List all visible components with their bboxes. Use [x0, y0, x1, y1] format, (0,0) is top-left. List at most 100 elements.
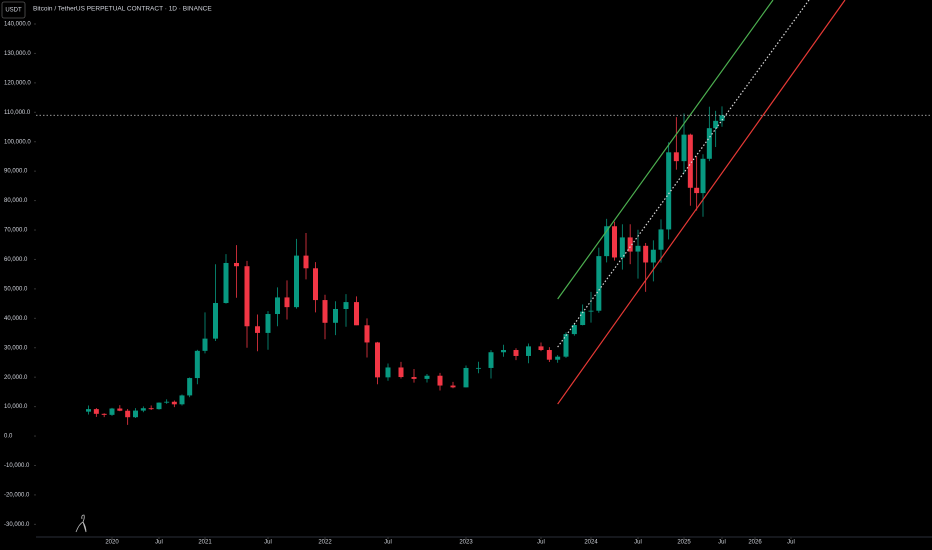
candle-body [171, 401, 177, 405]
channel-line [557, 0, 846, 405]
candle-body [700, 158, 706, 194]
candle-body [322, 300, 328, 323]
candle-body [719, 115, 725, 121]
y-tick-label: -10,000.0 [4, 463, 30, 469]
y-tick-label: 110,000.0 [4, 110, 31, 116]
x-tick-label: 2022 [318, 540, 332, 546]
candle-body [604, 226, 610, 257]
candle-body [133, 410, 138, 418]
candle-body [571, 325, 577, 335]
candle-body [706, 128, 712, 159]
candle-body [117, 408, 123, 411]
y-tick-label: 130,000.0 [4, 51, 31, 57]
candle-body [275, 297, 280, 315]
candle-body [619, 237, 625, 258]
candle-body [398, 367, 404, 378]
candle-body [488, 352, 494, 368]
candle-body [513, 350, 519, 356]
candle-body [125, 410, 131, 418]
x-tick-label: 2021 [198, 540, 212, 546]
candle-body [673, 152, 679, 162]
x-tick-label: Jul [718, 540, 726, 546]
candle-body [658, 229, 664, 250]
candle-body [333, 308, 338, 323]
candle-body [612, 226, 617, 258]
candle-body [546, 350, 552, 360]
candle-body [86, 409, 91, 412]
candle-body [255, 326, 260, 333]
candle-body [164, 401, 170, 403]
channel-line [557, 0, 810, 348]
y-tick-label: 90,000.0 [4, 169, 28, 175]
candle-body [687, 134, 693, 188]
logo [75, 514, 87, 533]
candle-body [588, 310, 594, 312]
candle-body [179, 395, 185, 405]
candle-body [303, 255, 309, 269]
candle-body [148, 408, 154, 410]
y-tick-label: 140,000.0 [4, 22, 31, 28]
candle-body [563, 334, 569, 357]
candle-body [194, 350, 200, 379]
candle-body [313, 268, 318, 301]
candle-body [501, 350, 506, 353]
y-tick-label: 0.0 [4, 434, 13, 440]
candle-body [555, 356, 561, 360]
candle-body [681, 134, 687, 162]
candle-body [666, 152, 672, 230]
candle-body [223, 262, 229, 304]
candle-body [140, 408, 146, 411]
candle-body [424, 375, 430, 379]
y-tick-label: -20,000.0 [4, 492, 30, 498]
candle-body [364, 325, 370, 343]
candle-body [101, 413, 107, 415]
candle-body [109, 408, 115, 415]
candle-body [526, 346, 531, 356]
candle-body [627, 237, 633, 252]
y-tick-label: 30,000.0 [4, 345, 28, 351]
x-tick-label: Jul [384, 540, 392, 546]
x-tick-label: Jul [537, 540, 545, 546]
logo-shape [75, 514, 87, 533]
candle-body [411, 377, 417, 379]
y-tick-label: 50,000.0 [4, 286, 28, 292]
candle-body [156, 402, 162, 410]
x-tick-label: 2024 [584, 540, 598, 546]
y-tick-label: -30,000.0 [4, 522, 30, 528]
candle-body [650, 249, 656, 263]
candle-body [450, 385, 456, 388]
candle-body [437, 375, 443, 386]
y-tick-label: 120,000.0 [4, 80, 31, 86]
y-tick-label: 60,000.0 [4, 257, 28, 263]
y-tick-label: 80,000.0 [4, 198, 28, 204]
x-tick-label: 2020 [105, 540, 119, 546]
x-tick-label: 2025 [677, 540, 691, 546]
x-tick-label: Jul [155, 540, 163, 546]
currency-box[interactable] [1, 1, 26, 19]
candle-body [463, 367, 469, 388]
y-tick-label: 100,000.0 [4, 139, 31, 145]
currency-label[interactable]: USDT [5, 8, 22, 14]
y-tick-label: 20,000.0 [4, 375, 28, 381]
channel-line [557, 0, 774, 300]
y-tick-label: 70,000.0 [4, 228, 28, 234]
x-tick-label: Jul [787, 540, 795, 546]
candle-body [213, 303, 218, 339]
candle-body [538, 346, 544, 351]
candle-body [375, 342, 380, 378]
candle-body [93, 409, 99, 414]
x-tick-label: Jul [264, 540, 272, 546]
x-tick-label: 2023 [459, 540, 473, 546]
candle-body [596, 256, 602, 311]
candle-body [713, 120, 719, 129]
candle-body [202, 338, 208, 351]
x-tick-label: 2026 [748, 540, 762, 546]
candle-body [234, 262, 239, 267]
candle-body [635, 245, 641, 252]
candle-body [294, 255, 299, 308]
candle-body [354, 302, 359, 326]
candle-body [643, 245, 649, 263]
candle-body [476, 367, 481, 369]
candle-body [187, 378, 193, 396]
